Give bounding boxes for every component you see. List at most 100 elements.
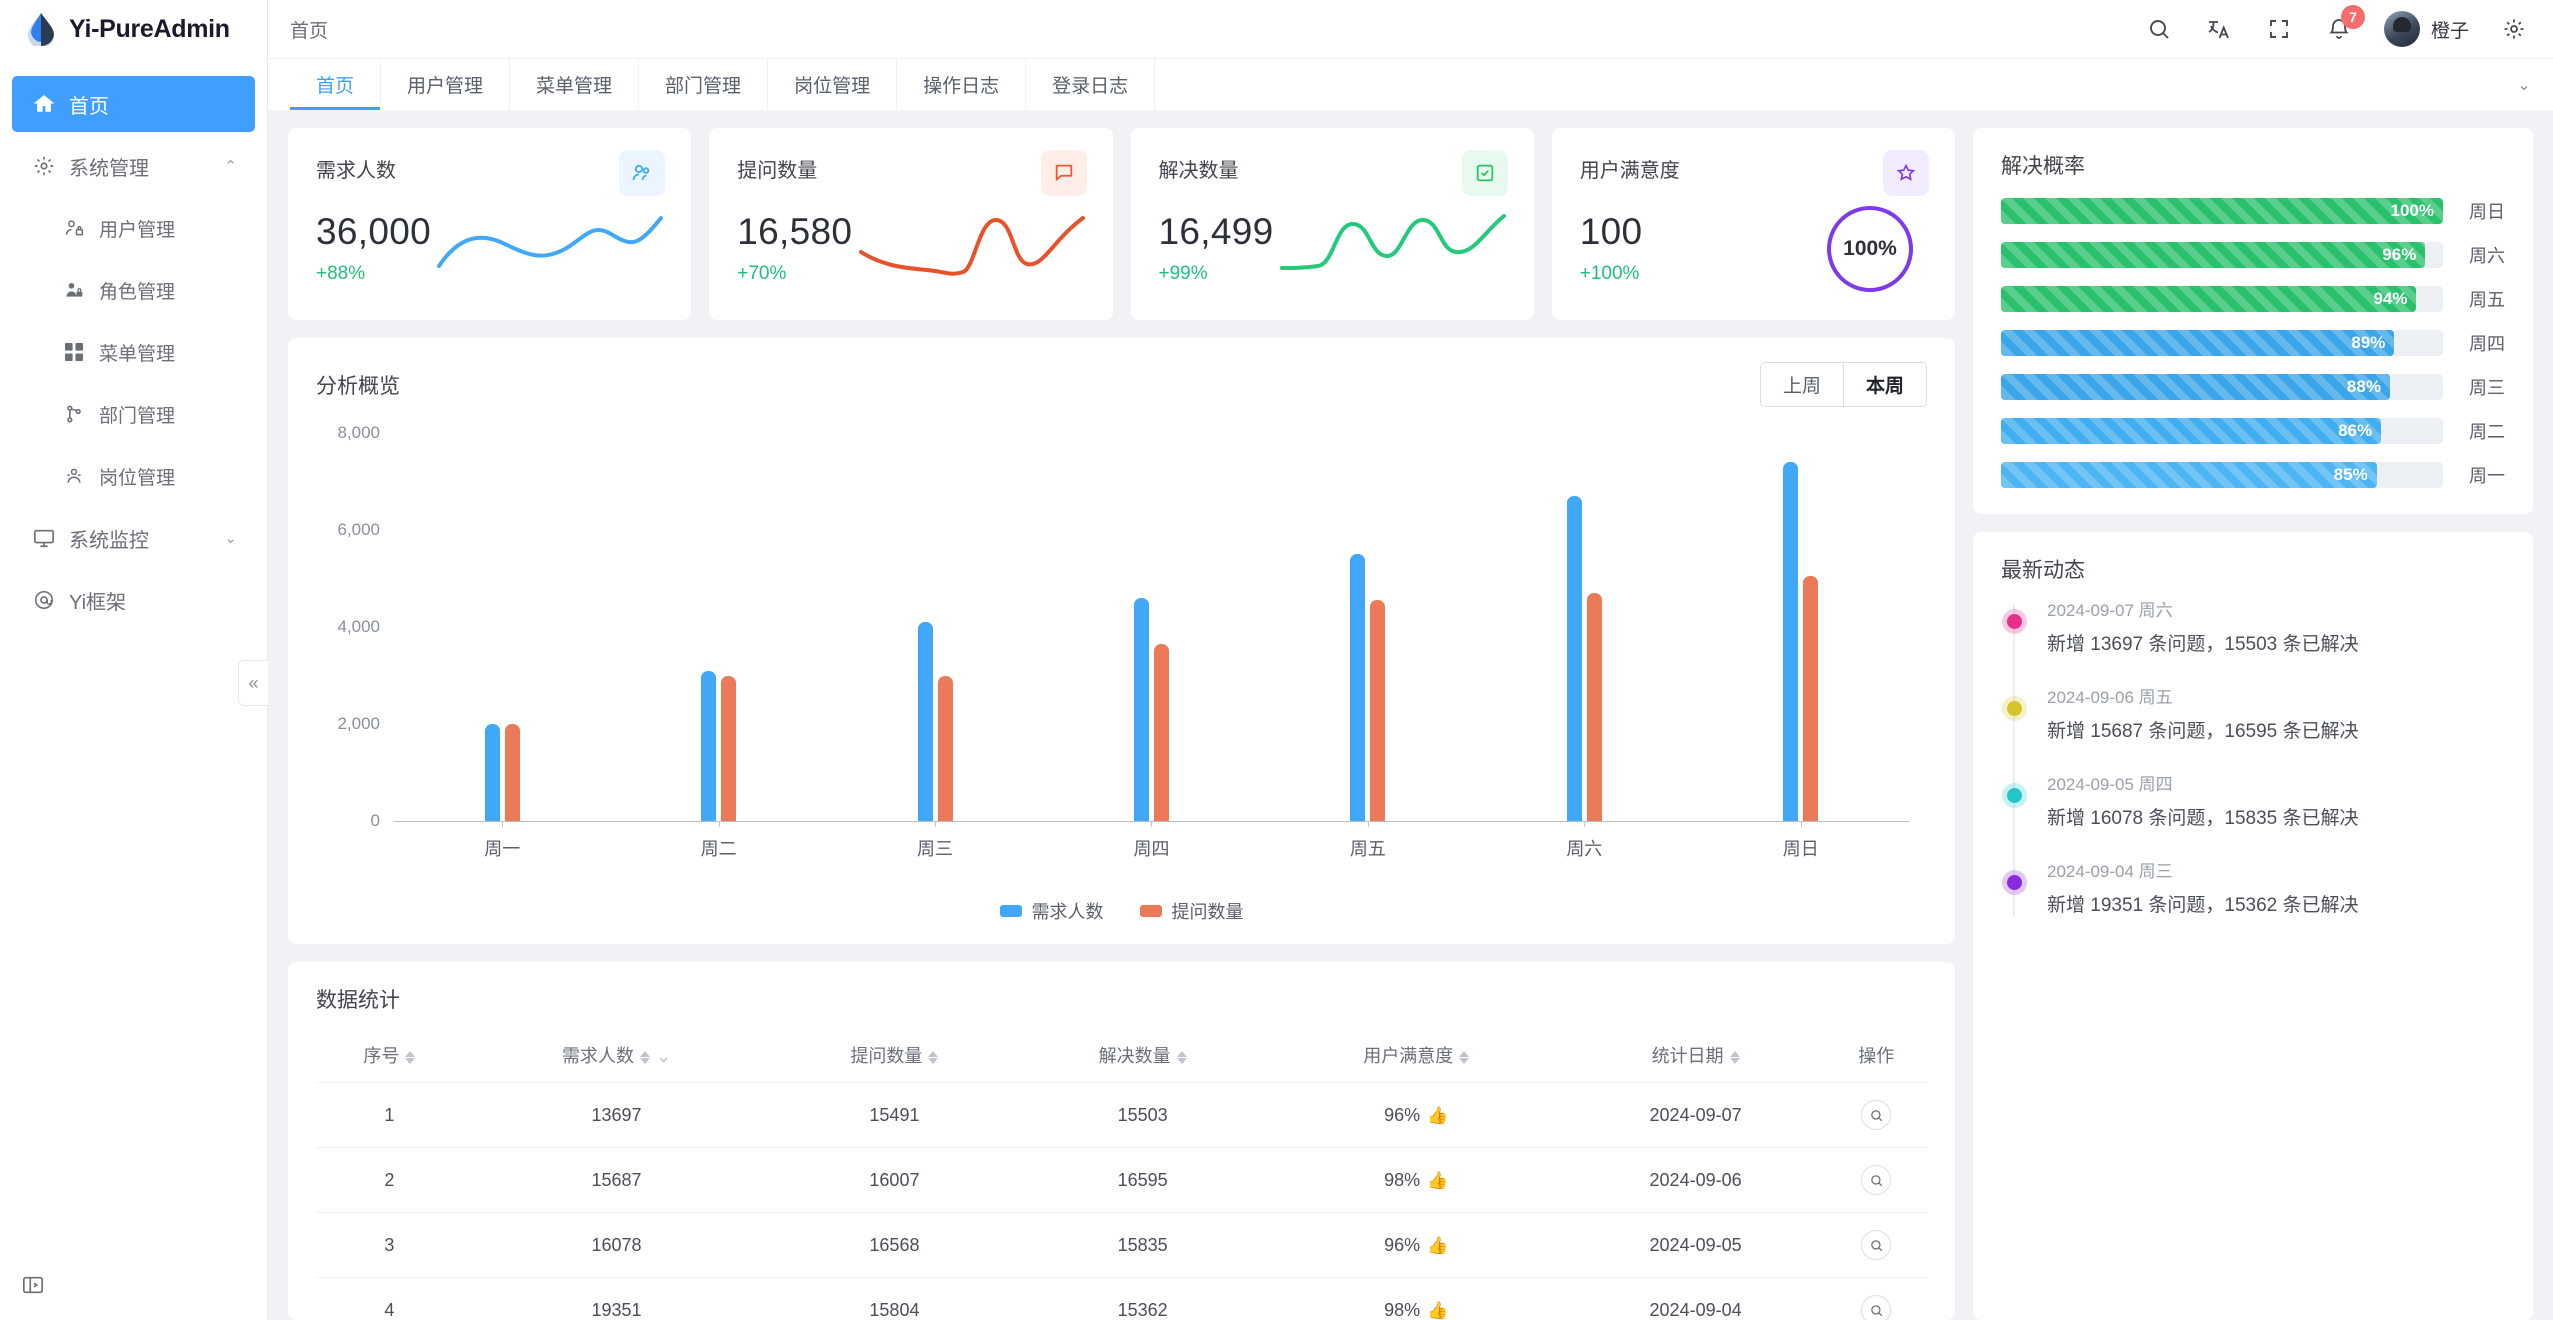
table-header-4[interactable]: 用户满意度 [1267,1028,1566,1083]
x-tick-label: 周三 [917,839,954,859]
user-menu[interactable]: 橙子 [2383,11,2469,47]
view-detail-button[interactable] [1861,1165,1892,1195]
timeline-text: 新增 16078 条问题，15835 条已解决 [2047,808,2359,829]
stat-delta: +70% [737,263,787,284]
chevron-up-icon: ⌃ [224,158,237,175]
cell-satisfaction: 98% 👍 [1266,1147,1566,1213]
sidebar-logo[interactable]: Yi-PureAdmin [0,0,267,58]
sidebar-item-system[interactable]: 系统管理 ⌃ [12,138,255,194]
x-tick [935,821,937,827]
timeline-item[interactable]: 2024-09-04 周三 新增 19351 条问题，15362 条已解决 [2002,857,2505,917]
cell-action [1825,1277,1927,1320]
table-row[interactable]: 1 13697 15491 15503 96% 👍 2024-09-07 [316,1082,1927,1148]
table-row[interactable]: 2 15687 16007 16595 98% 👍 2024-09-06 [316,1147,1927,1213]
tab-home[interactable]: 首页 [290,59,382,110]
table-header-2[interactable]: 提问数量 [770,1028,1018,1083]
sidebar-item-monitor[interactable]: 系统监控 ⌄ [12,510,255,566]
cell-action [1825,1082,1927,1148]
tab-user-manage[interactable]: 用户管理 [381,59,511,110]
at-icon [32,588,56,612]
last-week-button[interactable]: 上周 [1760,363,1843,406]
sort-control[interactable] [1729,1050,1740,1064]
thumbs-up-icon: 👍 [1427,1300,1449,1320]
tab-menu-manage[interactable]: 菜单管理 [510,59,640,110]
fullscreen-icon[interactable] [2264,14,2294,44]
timeline-date: 2024-09-05 周四 [2047,775,2173,794]
solve-rate-day: 周五 [2469,290,2505,310]
bar-需求人数 [1783,462,1799,821]
sort-control[interactable] [1176,1050,1187,1064]
x-tick [1367,821,1369,827]
solve-rate-row: 100% 周日 [2001,198,2505,224]
bar-chart-plot: 8,000 6,000 4,000 2,000 0 周一 周二 周三 周四 周五… [316,421,1927,898]
timeline-item[interactable]: 2024-09-05 周四 新增 16078 条问题，15835 条已解决 [2002,770,2505,830]
legend-item-questions[interactable]: 提问数量 [1139,898,1244,924]
sidebar-item-home[interactable]: 首页 [12,76,255,132]
sidebar-item-user-manage[interactable]: 用户管理 [12,200,255,256]
bar-group: 周三 [827,433,1043,859]
view-detail-button[interactable] [1861,1230,1892,1260]
progress-fill: 100% [2001,198,2443,224]
cell-satisfaction: 96% 👍 [1266,1082,1566,1148]
right-column: 解决概率 100% 周日 96% 周六 94% 周五 89% 周四 88% 周三 [1973,128,2533,1320]
tab-operation-log[interactable]: 操作日志 [897,59,1027,110]
cell-ask: 15491 [770,1082,1019,1148]
legend-item-demand[interactable]: 需求人数 [999,898,1104,924]
top-bar: 首页 7 [268,0,2553,58]
sidebar-item-yi-framework[interactable]: Yi框架 [12,572,255,628]
timeline-dot [2002,609,2027,634]
timeline-text: 新增 19351 条问题，15362 条已解决 [2047,895,2359,916]
table-row[interactable]: 3 16078 16568 15835 96% 👍 2024-09-05 [316,1212,1927,1278]
translate-icon[interactable] [2204,14,2234,44]
sort-control[interactable] [639,1050,650,1064]
x-tick [1584,821,1586,827]
solve-rate-card: 解决概率 100% 周日 96% 周六 94% 周五 89% 周四 88% 周三 [1973,128,2533,514]
progress-fill: 96% [2001,242,2426,268]
main-area: 首页 7 [268,0,2553,1320]
table-header-3[interactable]: 解决数量 [1019,1028,1267,1083]
tab-post-manage[interactable]: 岗位管理 [768,59,898,110]
table-row[interactable]: 4 19351 15804 15362 98% 👍 2024-09-04 [316,1277,1927,1320]
layout-toggle-icon[interactable] [22,1274,44,1301]
stat-cards: 需求人数 36,000 +88% 提问数量 [288,128,1955,320]
gear-icon[interactable] [2499,14,2529,44]
sidebar-item-role-manage[interactable]: 角色管理 [12,262,255,318]
tab-overflow-button[interactable]: ⌄ [2517,76,2531,94]
view-detail-button[interactable] [1861,1295,1892,1320]
sort-control[interactable] [405,1050,416,1064]
table-header-6[interactable]: 操作 [1858,1046,1895,1066]
bell-icon[interactable]: 7 [2324,5,2365,44]
search-icon[interactable] [2144,14,2174,44]
solve-rate-day: 周一 [2469,466,2505,486]
home-icon [32,92,56,116]
content-area: 需求人数 36,000 +88% 提问数量 [268,110,2553,1320]
sort-control[interactable] [1459,1050,1470,1064]
tab-login-log[interactable]: 登录日志 [1026,59,1156,110]
post-icon [62,464,86,488]
bar-提问数量 [1803,576,1819,821]
table-header-5[interactable]: 统计日期 [1566,1028,1826,1083]
tab-dept-manage[interactable]: 部门管理 [639,59,769,110]
message-icon [1040,150,1087,196]
sidebar-item-post-manage[interactable]: 岗位管理 [12,448,255,504]
timeline-item[interactable]: 2024-09-06 周五 新增 15687 条问题，16595 条已解决 [2002,683,2505,743]
stat-title: 解决数量 [1158,160,1239,182]
gear-icon [32,154,56,178]
cell-solved: 16595 [1018,1147,1267,1213]
cell-solved: 15362 [1018,1277,1267,1320]
sort-control[interactable] [928,1050,939,1064]
table-header-0[interactable]: 序号 [316,1028,463,1083]
sidebar-item-dept-manage[interactable]: 部门管理 [12,386,255,442]
cell-action [1825,1212,1927,1278]
this-week-button[interactable]: 本周 [1842,363,1926,406]
bar-提问数量 [1370,600,1386,821]
sidebar-collapse-button[interactable]: « [238,660,268,706]
grid-icon [62,340,86,364]
table-header-1[interactable]: 需求人数 ⌄ [561,1046,672,1066]
sidebar-item-menu-manage[interactable]: 菜单管理 [12,324,255,380]
sparkline-questions [858,216,1085,276]
view-detail-button[interactable] [1861,1100,1892,1130]
cell-index: 3 [316,1212,463,1278]
cell-demand: 15687 [462,1147,771,1213]
timeline-item[interactable]: 2024-09-07 周六 新增 13697 条问题，15503 条已解决 [2002,596,2505,656]
